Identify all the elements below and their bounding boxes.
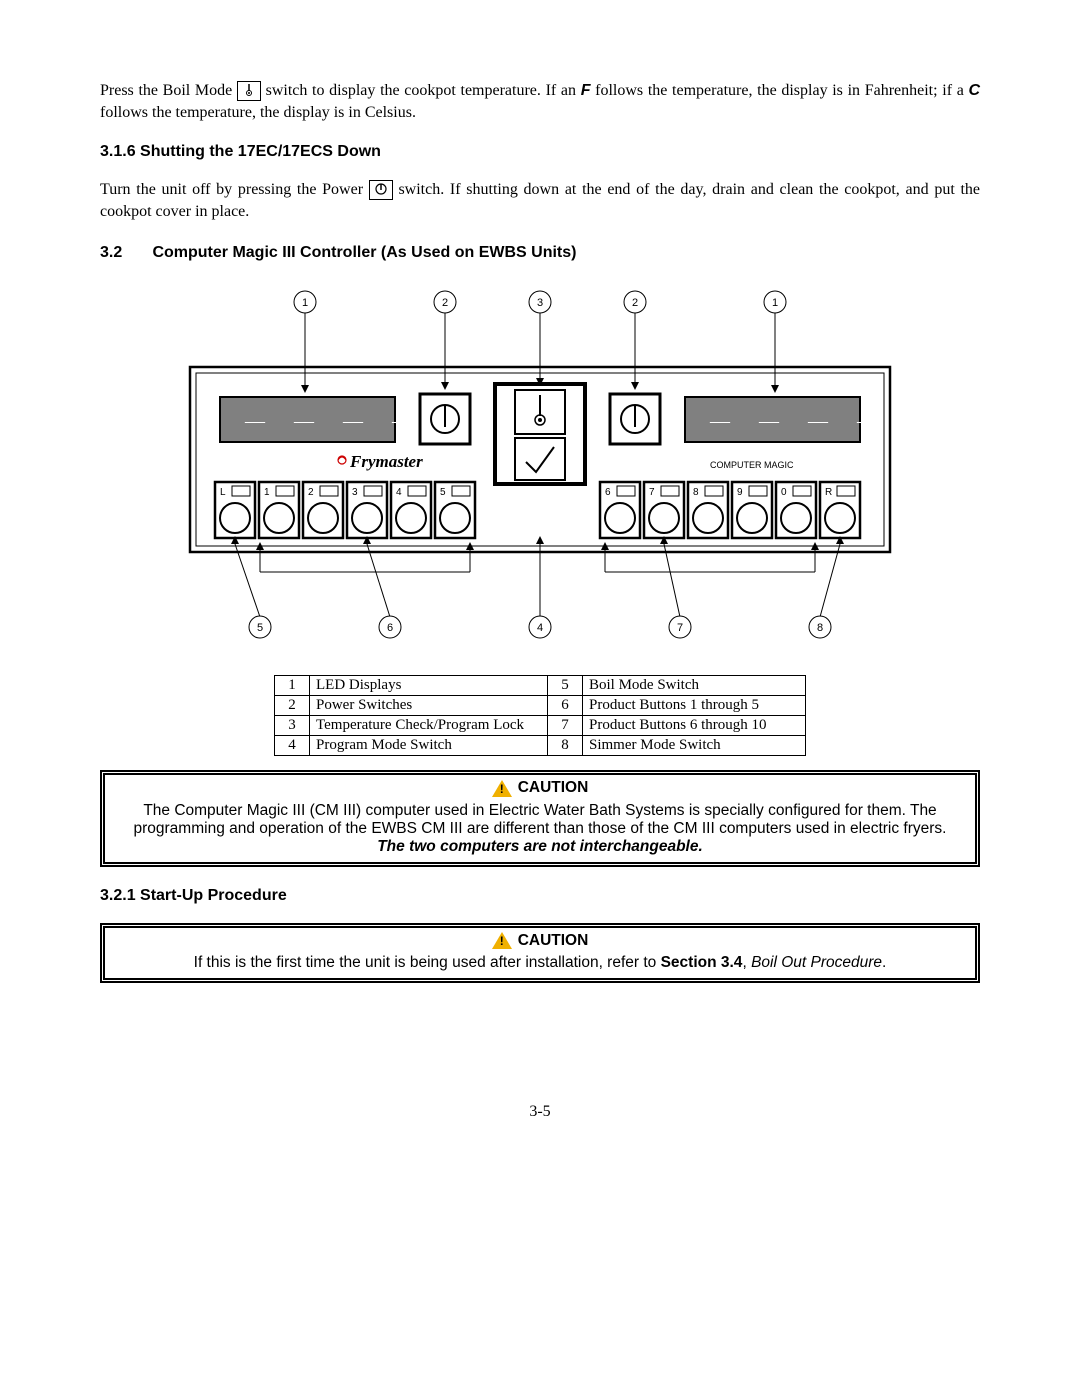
letter-f: F: [581, 82, 591, 99]
text: follows the temperature, the display is …: [100, 104, 416, 121]
svg-text:6: 6: [605, 487, 611, 498]
heading-321: 3.2.1 Start-Up Procedure: [100, 887, 980, 905]
svg-text:0: 0: [781, 487, 787, 498]
heading-316: 3.1.6 Shutting the 17EC/17ECS Down: [100, 143, 980, 161]
power-icon: [369, 180, 393, 200]
text: Turn the unit off by pressing the Power: [100, 181, 369, 198]
table-row: 3Temperature Check/Program Lock7Product …: [275, 716, 806, 736]
para-boil-mode: Press the Boil Mode switch to display th…: [100, 80, 980, 123]
table-row: 2Power Switches6Product Buttons 1 throug…: [275, 696, 806, 716]
caution-box-2: CAUTION If this is the first time the un…: [100, 923, 980, 984]
svg-text:5: 5: [440, 487, 446, 498]
legend-table: 1LED Displays5Boil Mode Switch2Power Swi…: [274, 675, 806, 756]
svg-text:1: 1: [302, 297, 308, 309]
svg-text:R: R: [825, 487, 832, 498]
table-row: 1LED Displays5Boil Mode Switch: [275, 676, 806, 696]
text: .: [882, 954, 886, 971]
controller-diagram: 1 2 3 2 1 — — — — — — — — Frymaster COMPUTER…: [100, 282, 980, 657]
svg-text:2: 2: [442, 297, 448, 309]
text: switch to display the cookpot temperatur…: [266, 82, 581, 99]
svg-text:— — — —: — — — —: [244, 410, 424, 432]
svg-text:L: L: [220, 487, 226, 498]
caution-emph: The two computers are not interchangeabl…: [113, 838, 967, 856]
svg-text:1: 1: [772, 297, 778, 309]
text: ,: [742, 954, 751, 971]
boil-mode-icon: [237, 81, 261, 101]
text: Press the Boil Mode: [100, 82, 237, 99]
svg-text:COMPUTER MAGIC: COMPUTER MAGIC: [710, 460, 794, 470]
warning-icon: [492, 780, 512, 797]
caution-title: CAUTION: [518, 779, 589, 797]
caution-box-1: CAUTION The Computer Magic III (CM III) …: [100, 770, 980, 867]
svg-text:— — — —: — — — —: [709, 410, 889, 432]
caution-body: The Computer Magic III (CM III) computer…: [113, 802, 967, 838]
svg-text:7: 7: [677, 622, 683, 634]
svg-text:1: 1: [264, 487, 270, 498]
proc-name: Boil Out Procedure: [751, 954, 882, 971]
svg-text:Frymaster: Frymaster: [349, 452, 423, 471]
svg-text:3: 3: [537, 297, 543, 309]
table-row: 4Program Mode Switch8Simmer Mode Switch: [275, 736, 806, 756]
page-number: 3-5: [100, 1103, 980, 1121]
svg-text:2: 2: [632, 297, 638, 309]
svg-text:7: 7: [649, 487, 655, 498]
caution-title: CAUTION: [518, 932, 589, 950]
svg-text:4: 4: [537, 622, 543, 634]
svg-text:8: 8: [817, 622, 823, 634]
section-title: Computer Magic III Controller (As Used o…: [152, 244, 576, 261]
svg-text:3: 3: [352, 487, 358, 498]
svg-text:6: 6: [387, 622, 393, 634]
heading-32: 3.2 Computer Magic III Controller (As Us…: [100, 244, 980, 262]
svg-text:2: 2: [308, 487, 314, 498]
section-ref: Section 3.4: [661, 954, 743, 971]
svg-text:8: 8: [693, 487, 699, 498]
warning-icon: [492, 932, 512, 949]
section-num: 3.2: [100, 244, 148, 262]
letter-c: C: [968, 82, 980, 99]
text: follows the temperature, the display is …: [595, 82, 968, 99]
text: If this is the first time the unit is be…: [194, 954, 661, 971]
svg-text:9: 9: [737, 487, 743, 498]
svg-text:4: 4: [396, 487, 402, 498]
svg-text:5: 5: [257, 622, 263, 634]
para-power-off: Turn the unit off by pressing the Power …: [100, 179, 980, 222]
caution-body: If this is the first time the unit is be…: [113, 954, 967, 972]
